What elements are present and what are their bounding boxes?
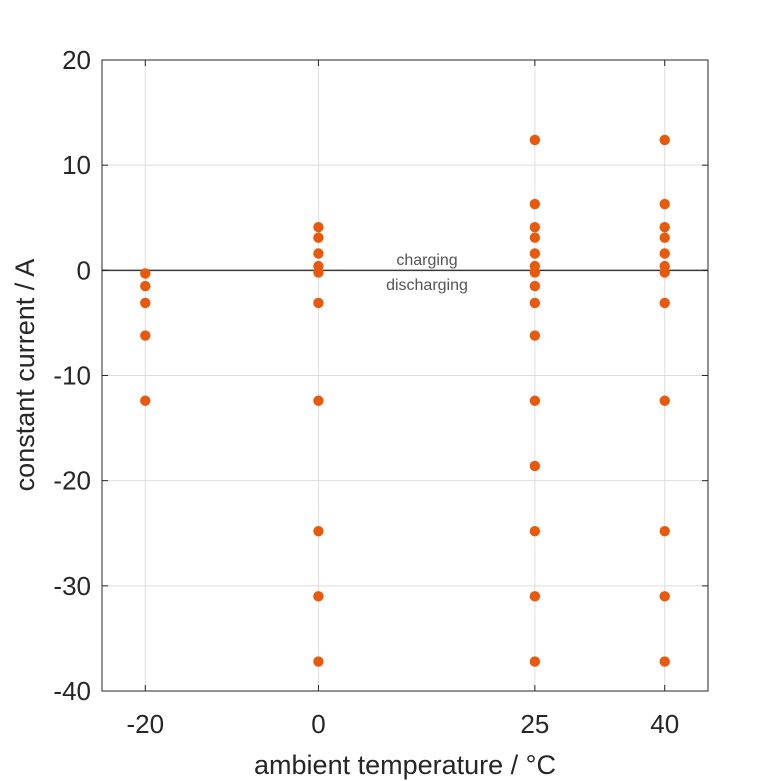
y-tick-label: -40 bbox=[53, 676, 91, 706]
data-point bbox=[313, 395, 324, 406]
data-point bbox=[529, 591, 541, 602]
data-point bbox=[659, 198, 670, 210]
data-point bbox=[313, 248, 324, 259]
data-point bbox=[529, 232, 541, 243]
discharging-annotation: discharging bbox=[386, 277, 468, 294]
y-tick-label: 0 bbox=[77, 255, 91, 285]
y-tick-label: -30 bbox=[53, 571, 91, 601]
x-tick-label: 0 bbox=[311, 709, 325, 739]
data-point bbox=[659, 656, 670, 667]
x-tick-label: 40 bbox=[650, 709, 679, 739]
data-point bbox=[140, 268, 151, 279]
data-point bbox=[659, 248, 670, 259]
data-point bbox=[140, 395, 151, 406]
data-point bbox=[529, 525, 541, 537]
data-point bbox=[313, 222, 324, 233]
data-point bbox=[140, 297, 151, 309]
y-tick-label: 10 bbox=[62, 150, 91, 180]
data-point bbox=[313, 591, 324, 602]
y-tick-label: -20 bbox=[53, 466, 91, 496]
x-tick-labels: -20 0 25 40 bbox=[126, 709, 679, 739]
data-point bbox=[659, 525, 670, 537]
x-axis-label: ambient temperature / °C bbox=[254, 750, 556, 780]
data-point bbox=[313, 656, 324, 667]
y-axis-label: constant current / A bbox=[10, 259, 40, 492]
data-point bbox=[313, 232, 324, 243]
charging-annotation: charging bbox=[396, 252, 457, 269]
data-point bbox=[529, 222, 541, 233]
data-point bbox=[659, 267, 670, 278]
data-point bbox=[529, 280, 541, 292]
data-point bbox=[659, 591, 670, 602]
data-point bbox=[313, 297, 324, 309]
data-point bbox=[140, 330, 151, 341]
data-point bbox=[659, 232, 670, 243]
data-point bbox=[529, 395, 541, 406]
data-point bbox=[659, 297, 670, 309]
data-point bbox=[529, 248, 541, 259]
data-point bbox=[529, 198, 541, 210]
data-point bbox=[140, 280, 151, 292]
y-tick-label: -10 bbox=[53, 361, 91, 391]
data-point bbox=[529, 330, 541, 341]
tick-marks bbox=[102, 59, 708, 692]
data-point bbox=[659, 222, 670, 233]
y-tick-label: 20 bbox=[62, 45, 91, 75]
x-tick-label: -20 bbox=[126, 709, 164, 739]
data-point bbox=[313, 525, 324, 537]
data-points bbox=[140, 134, 670, 667]
data-point bbox=[529, 460, 541, 472]
data-point bbox=[529, 297, 541, 309]
data-point bbox=[529, 656, 541, 667]
data-point bbox=[659, 134, 670, 146]
data-point bbox=[529, 267, 541, 278]
data-point bbox=[659, 395, 670, 406]
y-tick-labels: -40 -30 -20 -10 0 10 20 bbox=[53, 45, 91, 706]
data-point bbox=[313, 267, 324, 278]
data-point bbox=[529, 134, 541, 146]
x-tick-label: 25 bbox=[520, 709, 549, 739]
